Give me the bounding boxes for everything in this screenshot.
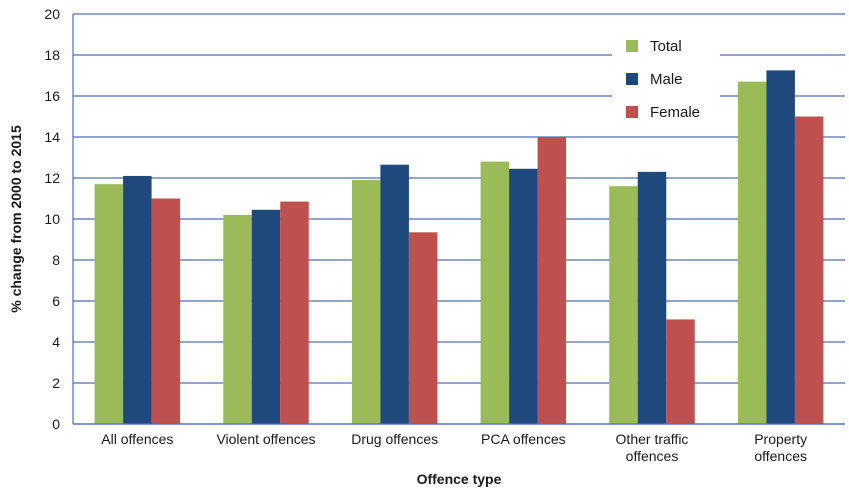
bar-total-4 [609, 186, 638, 424]
y-tick-label: 0 [52, 416, 60, 432]
x-tick-label: Violent offences [216, 431, 315, 447]
x-tick-label: All offences [101, 431, 173, 447]
bar-female-4 [666, 319, 695, 424]
y-tick-label: 4 [52, 334, 60, 350]
gridlines [72, 13, 845, 425]
x-tick-labels: All offences Violent offences Drug offence… [101, 431, 807, 464]
bar-male-1 [251, 209, 281, 424]
bar-female-3 [537, 137, 567, 424]
y-axis-title: % change from 2000 to 2015 [8, 125, 24, 313]
legend: Total Male Female [612, 27, 720, 131]
bar-female-2 [408, 232, 438, 424]
x-tick-label: Drug offences [351, 431, 438, 447]
y-tick-label: 20 [44, 6, 60, 22]
bars [73, 70, 845, 425]
y-tick-label: 12 [44, 170, 60, 186]
bar-male-5 [766, 70, 795, 424]
legend-label-total: Total [650, 38, 682, 55]
legend-swatch-total [626, 40, 638, 52]
x-tick-label: PCA offences [481, 431, 566, 447]
y-tick-label: 18 [44, 47, 60, 63]
bar-female-1 [280, 201, 309, 424]
legend-label-male: Male [650, 71, 683, 88]
bar-total-2 [351, 180, 381, 424]
x-tick-label: offences [626, 448, 679, 464]
x-tick-label: Property [754, 431, 807, 447]
bar-female-5 [794, 116, 824, 424]
x-axis-title: Offence type [417, 471, 502, 487]
bar-total-5 [737, 81, 767, 425]
y-tick-label: 2 [52, 375, 60, 391]
legend-swatch-male [626, 73, 638, 85]
bar-male-2 [380, 164, 409, 425]
bar-male-3 [509, 168, 538, 424]
legend-swatch-female [626, 106, 638, 118]
y-tick-labels: 0 2 4 6 8 10 12 14 16 18 20 [44, 6, 60, 432]
legend-label-female: Female [650, 104, 700, 121]
y-tick-label: 10 [44, 211, 60, 227]
y-tick-label: 8 [52, 252, 60, 268]
bar-total-3 [480, 161, 510, 424]
y-tick-label: 14 [44, 129, 60, 145]
y-tick-label: 6 [52, 293, 60, 309]
bar-male-4 [637, 171, 667, 424]
bar-total-1 [223, 214, 252, 424]
bar-total-0 [94, 184, 124, 424]
bar-female-0 [151, 198, 181, 424]
x-tick-label: Other traffic [616, 431, 689, 447]
y-tick-label: 16 [44, 88, 60, 104]
bar-male-0 [123, 175, 152, 424]
x-tick-label: offences [754, 448, 807, 464]
